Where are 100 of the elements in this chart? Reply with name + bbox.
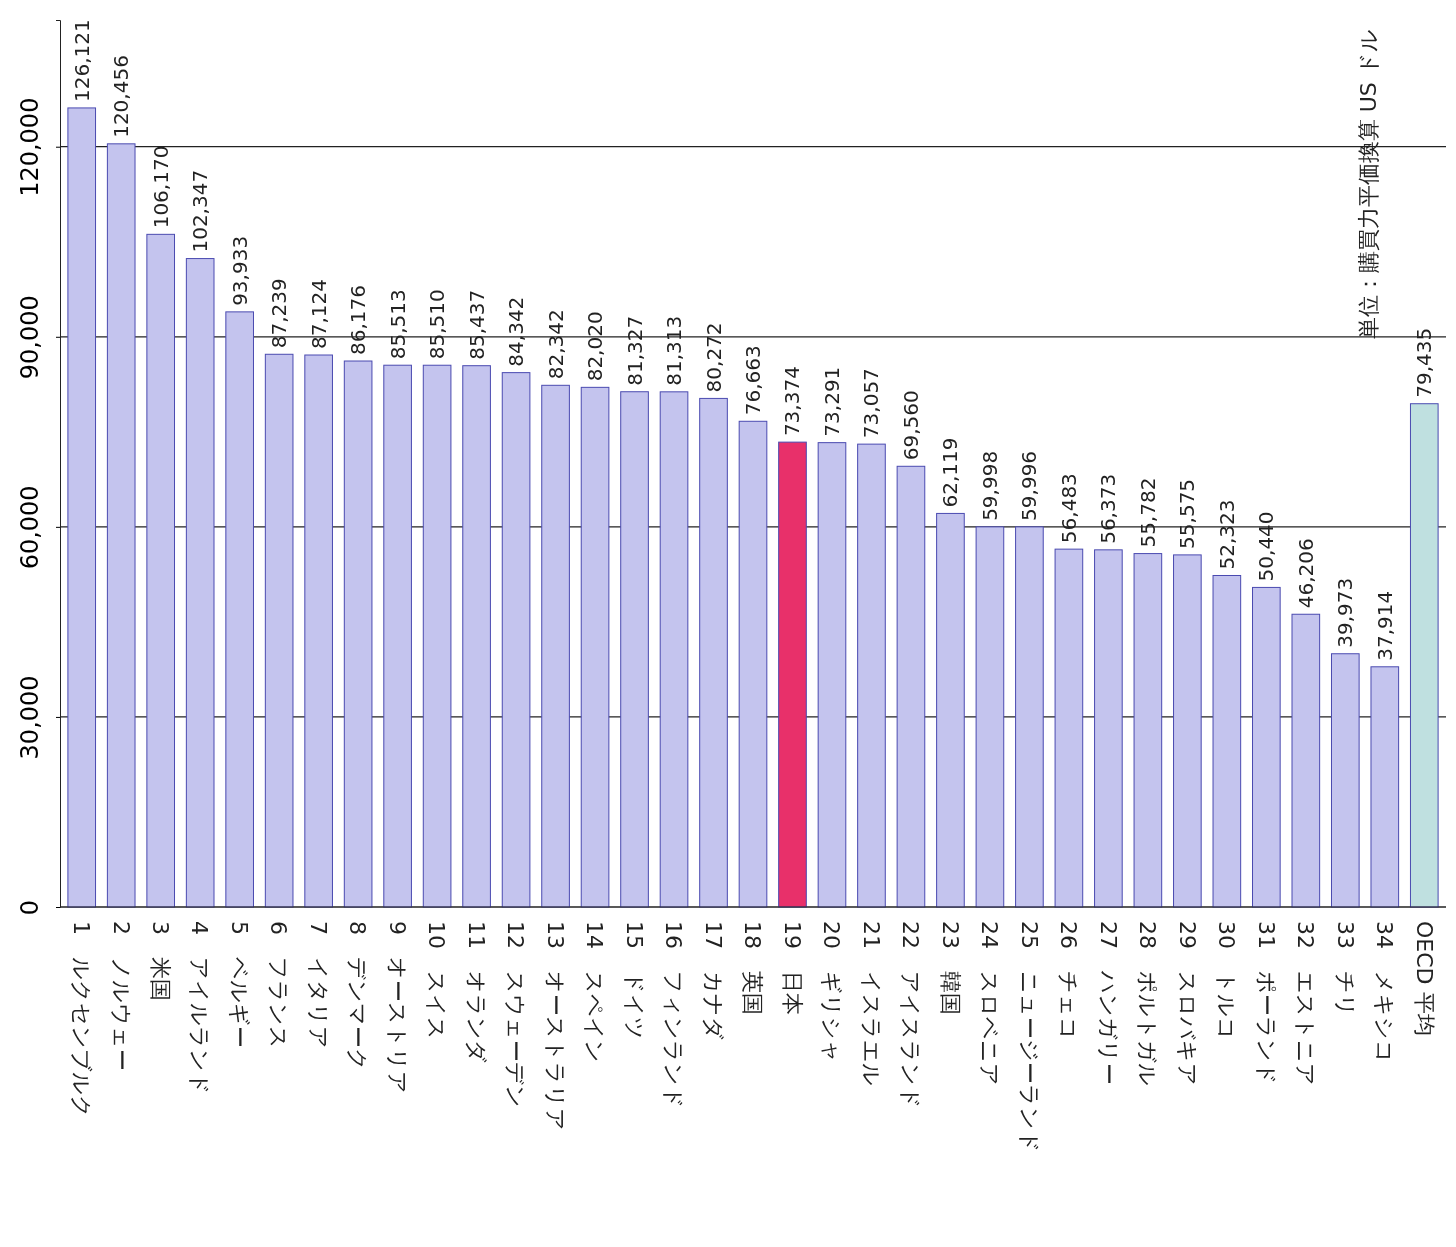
x-tick-label: 29 スロバキア — [1174, 921, 1200, 1086]
x-tick-label: 34 メキシコ — [1372, 921, 1398, 1063]
x-tick-label: 12 スウェーデン — [503, 921, 529, 1108]
bar — [896, 465, 926, 908]
data-label: 85,437 — [464, 289, 489, 360]
bar — [778, 441, 807, 908]
data-label: 79,435 — [1412, 327, 1437, 398]
bar — [580, 386, 610, 908]
x-tick-label: 6 フランス — [266, 921, 292, 1049]
data-label: 120,456 — [109, 55, 134, 138]
data-label: 85,513 — [385, 289, 410, 360]
bar — [264, 353, 294, 908]
bar — [857, 443, 886, 908]
x-tick-label: 3 米国 — [147, 921, 173, 1001]
data-label: 62,119 — [938, 437, 963, 508]
bar — [817, 442, 847, 908]
y-tick-label: 30,000 — [16, 675, 45, 760]
data-label: 55,575 — [1175, 478, 1200, 549]
data-label: 102,347 — [188, 169, 213, 253]
bar — [1330, 653, 1360, 908]
x-tick-label: 15 ドイツ — [621, 921, 647, 1040]
data-label: 87,124 — [306, 279, 331, 350]
bar — [620, 391, 649, 908]
bar — [738, 420, 768, 908]
bar — [1094, 549, 1123, 908]
bar — [501, 372, 531, 908]
x-tick-label: 4 アイルランド — [187, 921, 213, 1095]
data-label: 81,327 — [622, 315, 647, 386]
bar — [146, 233, 176, 908]
bar — [541, 384, 570, 908]
x-tick-label: 1 ルクセンブルク — [69, 921, 95, 1118]
data-label: 86,176 — [346, 285, 371, 356]
x-tick-label: 2 ノルウェー — [108, 921, 134, 1071]
bar — [383, 364, 412, 908]
bar — [1252, 586, 1281, 908]
x-tick-label: 27 ハンガリー — [1095, 921, 1121, 1085]
bar — [1015, 526, 1044, 908]
x-tick-label: 11 オランダ — [463, 921, 489, 1063]
x-tick-label: 19 日本 — [779, 921, 805, 1015]
x-tick-label: 32 エストニア — [1293, 921, 1319, 1086]
bar — [975, 526, 1005, 908]
x-tick-label: 8 デンマーク — [345, 921, 371, 1071]
x-tick-label: 23 韓国 — [937, 921, 963, 1015]
x-tick-label: 31 ポーランド — [1253, 921, 1279, 1085]
data-label: 85,510 — [425, 289, 450, 360]
data-label: 56,483 — [1056, 473, 1081, 544]
data-label: 76,663 — [741, 345, 765, 416]
data-label: 106,170 — [148, 145, 173, 229]
x-tick-label: 10 スイス — [424, 921, 450, 1040]
x-tick-label: OECD 平均 — [1411, 921, 1437, 1036]
data-label: 73,057 — [859, 368, 884, 439]
x-tick-label: 17 カナダ — [700, 921, 726, 1040]
bar — [185, 258, 215, 908]
data-label: 81,313 — [662, 315, 687, 386]
x-tick-label: 16 フィンランド — [661, 921, 687, 1109]
y-tick-label: 90,000 — [16, 295, 45, 380]
data-label: 80,272 — [701, 322, 726, 393]
data-label: 52,323 — [1214, 499, 1239, 570]
bar — [106, 143, 136, 908]
bar — [422, 364, 452, 908]
y-tick-label: 120,000 — [16, 97, 45, 197]
data-label: 82,342 — [543, 309, 568, 380]
x-tick-label: 7 イタリア — [305, 921, 331, 1049]
data-label: 46,206 — [1293, 538, 1318, 609]
data-label: 37,914 — [1372, 590, 1397, 661]
data-label: 73,374 — [780, 366, 805, 437]
data-label: 126,121 — [69, 19, 94, 102]
x-tick-label: 5 ベルギー — [226, 921, 252, 1048]
y-tick-label: 60,000 — [16, 485, 45, 570]
bar — [67, 107, 97, 908]
x-tick-label: 33 チリ — [1332, 921, 1358, 1017]
data-label: 93,933 — [227, 235, 252, 306]
bar — [936, 512, 965, 908]
x-tick-label: 25 ニュージーランド — [1016, 921, 1042, 1153]
x-tick-label: 14 スペイン — [582, 921, 608, 1063]
x-tick-label: 21 イスラエル — [858, 921, 884, 1086]
x-tick-label: 18 英国 — [740, 921, 766, 1015]
bar — [699, 397, 728, 908]
data-label: 56,373 — [1096, 473, 1121, 544]
x-tick-label: 9 オーストリア — [384, 921, 410, 1094]
bar — [1370, 666, 1400, 908]
data-label: 84,342 — [504, 296, 529, 367]
x-tick-label: 30 トルコ — [1214, 921, 1240, 1040]
x-tick-label: 24 スロベニア — [977, 921, 1003, 1086]
data-label: 73,291 — [819, 366, 844, 437]
data-label: 69,560 — [898, 390, 923, 461]
y-tick-label: 0 — [16, 899, 45, 916]
x-tick-label: 28 ポルトガル — [1135, 921, 1161, 1086]
data-label: 55,782 — [1135, 477, 1160, 548]
bar — [659, 391, 689, 908]
bar — [1212, 575, 1242, 908]
x-tick-label: 13 オーストラリア — [542, 921, 568, 1131]
data-label: 50,440 — [1254, 511, 1279, 582]
bar — [1173, 554, 1202, 908]
bar — [1133, 553, 1163, 908]
bar — [1054, 548, 1084, 908]
bar — [462, 365, 491, 908]
data-label: 87,239 — [267, 278, 292, 349]
x-tick-label: 22 アイスランド — [898, 921, 924, 1109]
bar — [343, 360, 373, 908]
